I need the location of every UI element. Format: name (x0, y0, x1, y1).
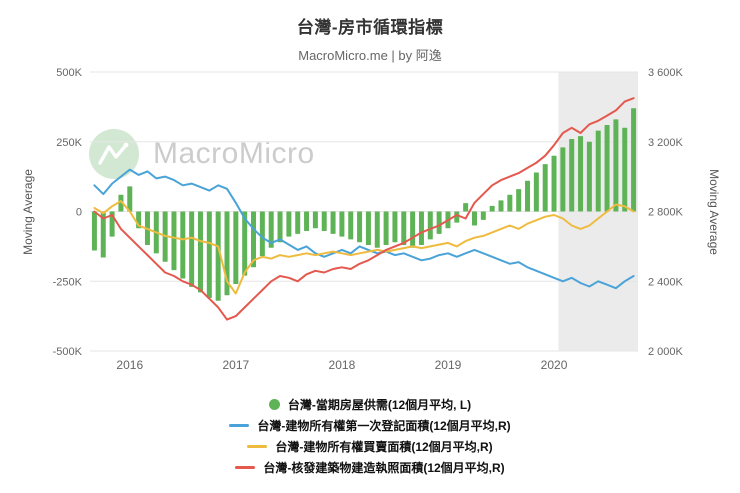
right-axis-tick: 2 400K (648, 276, 684, 288)
supply-demand-bar (197, 211, 203, 293)
supply-demand-bar (295, 211, 301, 234)
right-axis-tick: 2 000K (648, 346, 684, 358)
legend-item-0[interactable]: 台灣-當期房屋供需(12個月平均, L) (268, 396, 472, 413)
supply-demand-bar (516, 189, 522, 212)
supply-demand-bar (171, 211, 177, 271)
x-axis-tick: 2017 (222, 358, 249, 372)
supply-demand-bar (304, 211, 310, 232)
supply-demand-bar (206, 211, 212, 298)
supply-demand-bar (312, 211, 318, 229)
line-series-2 (93, 200, 635, 295)
supply-demand-bar (100, 211, 106, 258)
supply-demand-bar (507, 194, 513, 212)
supply-demand-bar (471, 211, 477, 226)
supply-demand-bar (542, 164, 548, 212)
right-axis-tick: 3 600K (648, 67, 684, 79)
legend-item-3[interactable]: 台灣-核發建築物建造執照面積(12個月平均,R) (235, 459, 505, 476)
x-axis-tick: 2020 (541, 358, 568, 372)
legend-item-1[interactable]: 台灣-建物所有權第一次登記面積(12個月平均,R) (229, 417, 511, 434)
chart-legend: 台灣-當期房屋供需(12個月平均, L) 台灣-建物所有權第一次登記面積(12個月… (0, 396, 740, 476)
supply-demand-bar (118, 194, 124, 212)
supply-demand-bar (348, 211, 354, 240)
supply-demand-bar (401, 211, 407, 245)
supply-demand-bar (233, 211, 239, 285)
supply-demand-bar (91, 211, 97, 251)
supply-demand-bar (339, 211, 345, 237)
supply-demand-bar (410, 211, 416, 248)
supply-demand-bar (392, 211, 398, 243)
supply-demand-bar (551, 155, 557, 212)
line-series-1 (93, 168, 635, 290)
legend-label: 台灣-建物所有權第一次登記面積(12個月平均,R) (257, 419, 511, 433)
supply-demand-bar (604, 125, 610, 212)
supply-demand-bar (463, 203, 469, 212)
supply-demand-bar (286, 211, 292, 237)
supply-demand-bar (454, 211, 460, 223)
supply-demand-bar (560, 147, 566, 212)
supply-demand-bar (251, 211, 257, 268)
supply-demand-bar (383, 211, 389, 245)
x-axis-tick: 2018 (329, 358, 356, 372)
legend-item-2[interactable]: 台灣-建物所有權買賣面積(12個月平均,R) (247, 438, 493, 455)
page-subtitle: MacroMicro.me | by 阿逸 (298, 48, 442, 63)
supply-demand-bar (127, 186, 133, 212)
left-axis-tick: -250K (53, 276, 83, 288)
supply-demand-bar (215, 211, 221, 301)
legend-marker-icon (235, 466, 256, 469)
supply-demand-bar (180, 211, 186, 279)
left-axis-tick: 250K (56, 137, 82, 149)
supply-demand-bar (595, 130, 601, 212)
left-axis-tick: 0 (76, 207, 82, 219)
x-axis-tick: 2016 (116, 358, 143, 372)
legend-label: 台灣-建物所有權買賣面積(12個月平均,R) (275, 440, 493, 454)
supply-demand-bar (330, 211, 336, 234)
x-axis-tick: 2019 (435, 358, 462, 372)
legend-marker-icon (229, 424, 250, 427)
right-axis-tick: 2 800K (648, 207, 684, 219)
supply-demand-bar (427, 211, 433, 240)
supply-demand-bar (489, 205, 495, 212)
supply-demand-bar (578, 136, 584, 212)
supply-demand-bar (374, 211, 380, 248)
left-axis-tick: -500K (53, 346, 83, 358)
supply-demand-bar (533, 172, 539, 212)
supply-demand-bar (268, 211, 274, 248)
legend-label: 台灣-當期房屋供需(12個月平均, L) (287, 398, 472, 412)
right-axis-tick: 3 200K (648, 137, 684, 149)
supply-demand-bar (569, 138, 575, 212)
supply-demand-bar (631, 108, 637, 212)
supply-demand-bar (418, 211, 424, 245)
supply-demand-bar (357, 211, 363, 243)
supply-demand-bar (365, 211, 371, 245)
supply-demand-bar (613, 119, 619, 212)
supply-demand-bar (480, 211, 486, 220)
supply-demand-bar (242, 211, 248, 276)
page-title: 台灣-房市循環指標 (296, 18, 444, 37)
supply-demand-bar (622, 127, 628, 212)
left-axis-tick: 500K (56, 67, 82, 79)
legend-marker-icon (247, 445, 268, 448)
supply-demand-bar (189, 211, 195, 287)
supply-demand-bar (436, 211, 442, 234)
supply-demand-bar (321, 211, 327, 232)
supply-demand-bar (277, 211, 283, 243)
supply-demand-bar (498, 200, 504, 212)
line-series-3 (93, 97, 635, 321)
supply-demand-bar (525, 180, 531, 212)
legend-marker-icon (268, 399, 280, 410)
supply-demand-bar (586, 141, 592, 212)
supply-demand-bar (259, 211, 265, 257)
legend-label: 台灣-核發建築物建造執照面積(12個月平均,R) (263, 461, 505, 475)
